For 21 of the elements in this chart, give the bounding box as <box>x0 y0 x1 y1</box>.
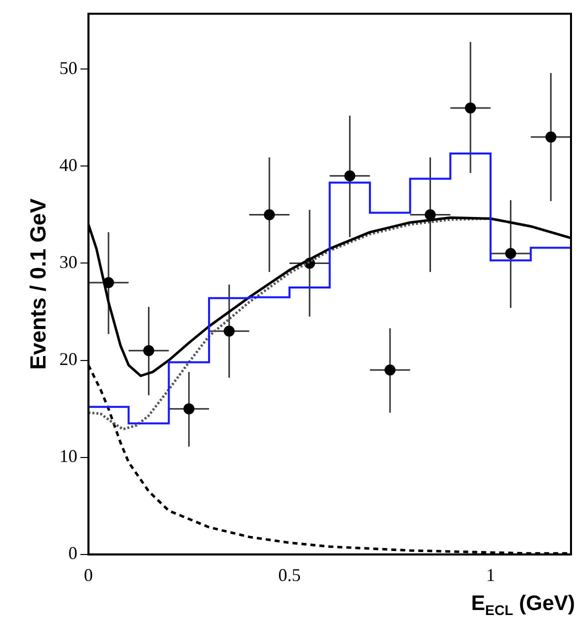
point <box>505 248 516 260</box>
y-tick-label: 20 <box>59 349 78 370</box>
y-tick-label: 30 <box>59 252 78 272</box>
x-tick-label: 0.5 <box>278 564 301 585</box>
x-tick-label: 0 <box>84 564 93 585</box>
x-axis-title: E$_{ECL}$ (GeV) <box>471 592 575 618</box>
point <box>143 345 154 356</box>
y-tick-label: 0 <box>68 543 78 564</box>
point <box>464 102 476 114</box>
point <box>183 403 194 414</box>
y-tick-label: 10 <box>59 446 78 466</box>
point <box>344 170 356 182</box>
point <box>424 209 436 220</box>
x-tick-label: 1 <box>486 564 496 585</box>
point <box>545 132 556 143</box>
point <box>224 326 235 337</box>
y-tick-label: 50 <box>59 58 78 78</box>
point <box>384 364 396 376</box>
y-tick-label: 40 <box>59 154 78 175</box>
point <box>264 209 275 220</box>
y-axis-title: Events / 0.1 GeV <box>25 198 50 370</box>
